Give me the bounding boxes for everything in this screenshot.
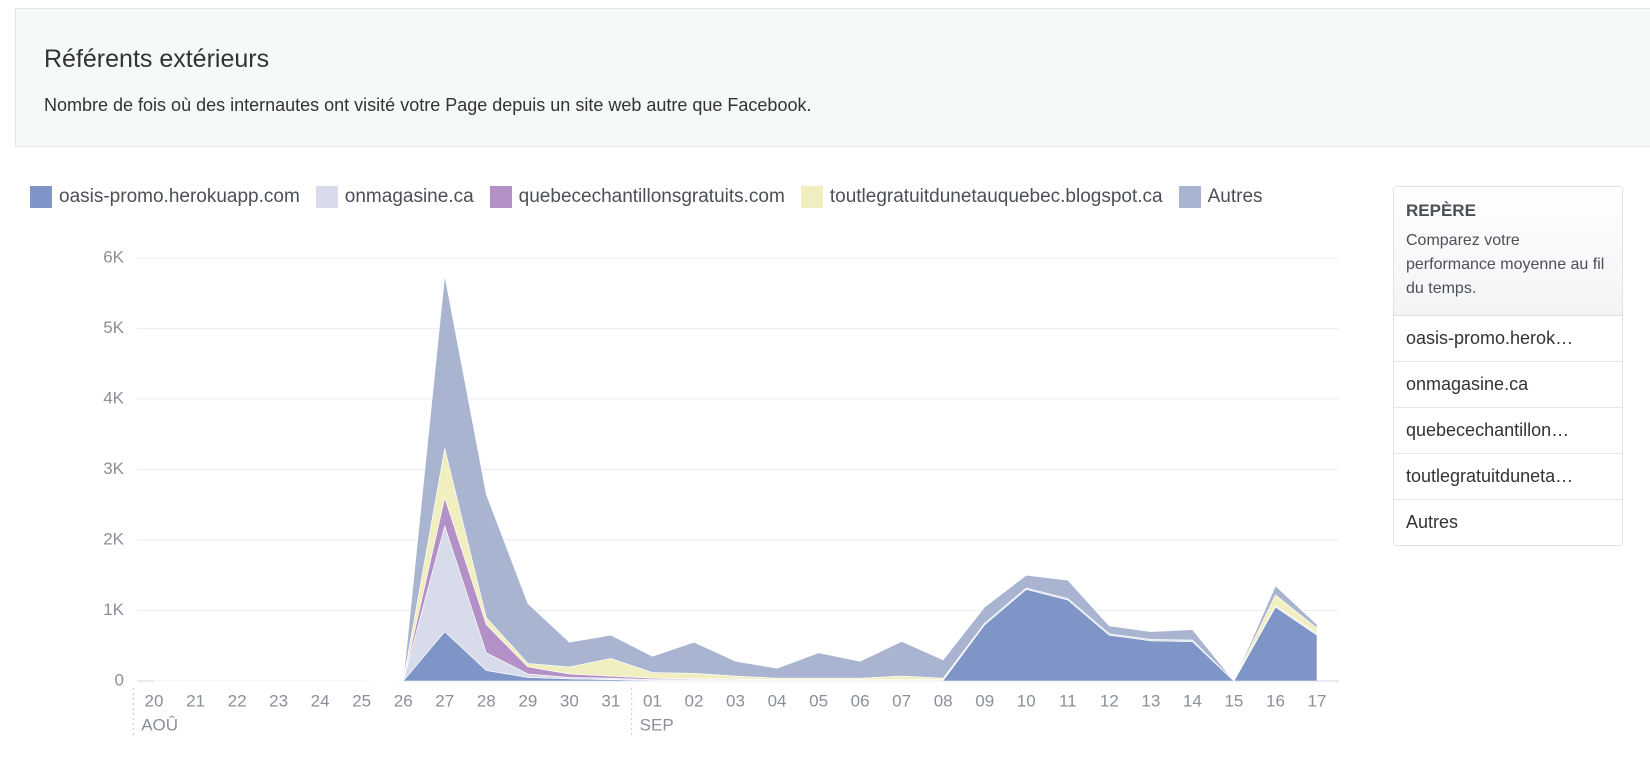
x-tick-label: 23: [269, 691, 288, 710]
legend-swatch: [489, 186, 512, 208]
x-tick-label: 28: [477, 691, 496, 710]
x-tick-label: 16: [1266, 691, 1285, 710]
x-tick-label: 21: [186, 691, 205, 710]
x-tick-label: 11: [1059, 691, 1077, 710]
x-tick-label: 15: [1224, 691, 1243, 710]
legend-swatch: [315, 186, 338, 208]
x-tick-label: 07: [892, 691, 911, 710]
month-label: AOÛ: [141, 715, 178, 734]
title: Référents extérieurs: [44, 45, 270, 73]
subtitle: Nombre de fois où des internautes ont vi…: [44, 95, 812, 115]
area: [153, 275, 1318, 682]
y-tick-label: 3K: [103, 459, 124, 478]
benchmark-description: Comparez votre performance moyenne au fi…: [1406, 232, 1605, 297]
benchmark-item[interactable]: oasis-promo.herok…: [1394, 316, 1622, 362]
legend-label: quebecechantillonsgratuits.com: [518, 186, 785, 207]
legend-item: toutlegratuitdunetauquebec.blogspot.ca: [800, 186, 1163, 208]
x-tick-label: 26: [394, 691, 413, 710]
y-tick-label: 6K: [103, 247, 124, 266]
x-tick-label: 29: [518, 691, 537, 710]
x-tick-label: 06: [851, 691, 870, 710]
legend-swatch: [800, 186, 823, 208]
header: Référents extérieurs Nombre de fois où d…: [15, 8, 1650, 147]
x-tick-label: 30: [560, 691, 579, 710]
legend-item: onmagasine.ca: [315, 186, 474, 208]
legend-label: onmagasine.ca: [344, 186, 474, 207]
benchmark-item[interactable]: Autres: [1406, 512, 1459, 532]
benchmark-item[interactable]: toutlegratuitduneta…: [1394, 454, 1622, 500]
x-tick-label: 03: [726, 691, 745, 710]
legend: oasis-promo.herokuapp.com onmagasine.ca qu…: [30, 186, 1350, 208]
legend-label: Autres: [1207, 186, 1263, 207]
legend-item: oasis-promo.herokuapp.com: [30, 186, 300, 208]
x-tick-label: 10: [1017, 691, 1036, 710]
x-tick-label: 09: [975, 691, 994, 710]
x-tick-label: 01: [643, 691, 662, 710]
benchmark-list: oasis-promo.herok… onmagasine.ca quebecech…: [1394, 316, 1622, 545]
x-tick-label: 08: [934, 691, 953, 710]
x-tick-label: 24: [311, 691, 330, 710]
y-tick-label: 2K: [103, 529, 124, 548]
legend-label: toutlegratuitdunetauquebec.blogspot.ca: [829, 186, 1163, 207]
month-label: SEP: [640, 715, 674, 734]
legend-item: Autres: [1178, 186, 1263, 208]
legend-swatch: [30, 186, 52, 208]
y-tick-label: 0: [115, 670, 124, 689]
x-tick-label: 25: [352, 691, 371, 710]
benchmark-title: REPÈRE: [1406, 201, 1476, 220]
x-tick-label: 31: [601, 691, 620, 710]
benchmark-item[interactable]: quebecechantillon…: [1394, 408, 1622, 454]
y-tick-label: 4K: [103, 388, 124, 407]
y-tick-label: 5K: [103, 318, 124, 337]
x-tick-label: 20: [145, 691, 164, 710]
x-tick-label: 14: [1183, 691, 1202, 710]
x-tick-label: 22: [228, 691, 247, 710]
x-tick-label: 04: [768, 691, 787, 710]
benchmark-panel: REPÈRE Comparez votre performance moyenn…: [1393, 186, 1623, 546]
chart: 0 1K 2K 3K 4K 5K 6K 20 21 22 23 24 25 26 27 28 29 30 31 01 0…: [103, 247, 1339, 736]
legend-swatch: [1178, 186, 1201, 208]
x-tick-label: 13: [1141, 691, 1160, 710]
legend-label: oasis-promo.herokuapp.com: [59, 186, 300, 207]
legend-item: quebecechantillonsgratuits.com: [489, 186, 785, 208]
benchmark-header: REPÈRE Comparez votre performance moyenn…: [1394, 187, 1622, 316]
y-tick-label: 1K: [103, 600, 124, 619]
x-tick-label: 27: [435, 691, 454, 710]
x-tick-label: 02: [685, 691, 704, 710]
x-tick-label: 17: [1308, 691, 1327, 710]
benchmark-item[interactable]: onmagasine.ca: [1394, 362, 1622, 408]
x-tick-label: 12: [1100, 691, 1119, 710]
x-tick-label: 05: [809, 691, 828, 710]
